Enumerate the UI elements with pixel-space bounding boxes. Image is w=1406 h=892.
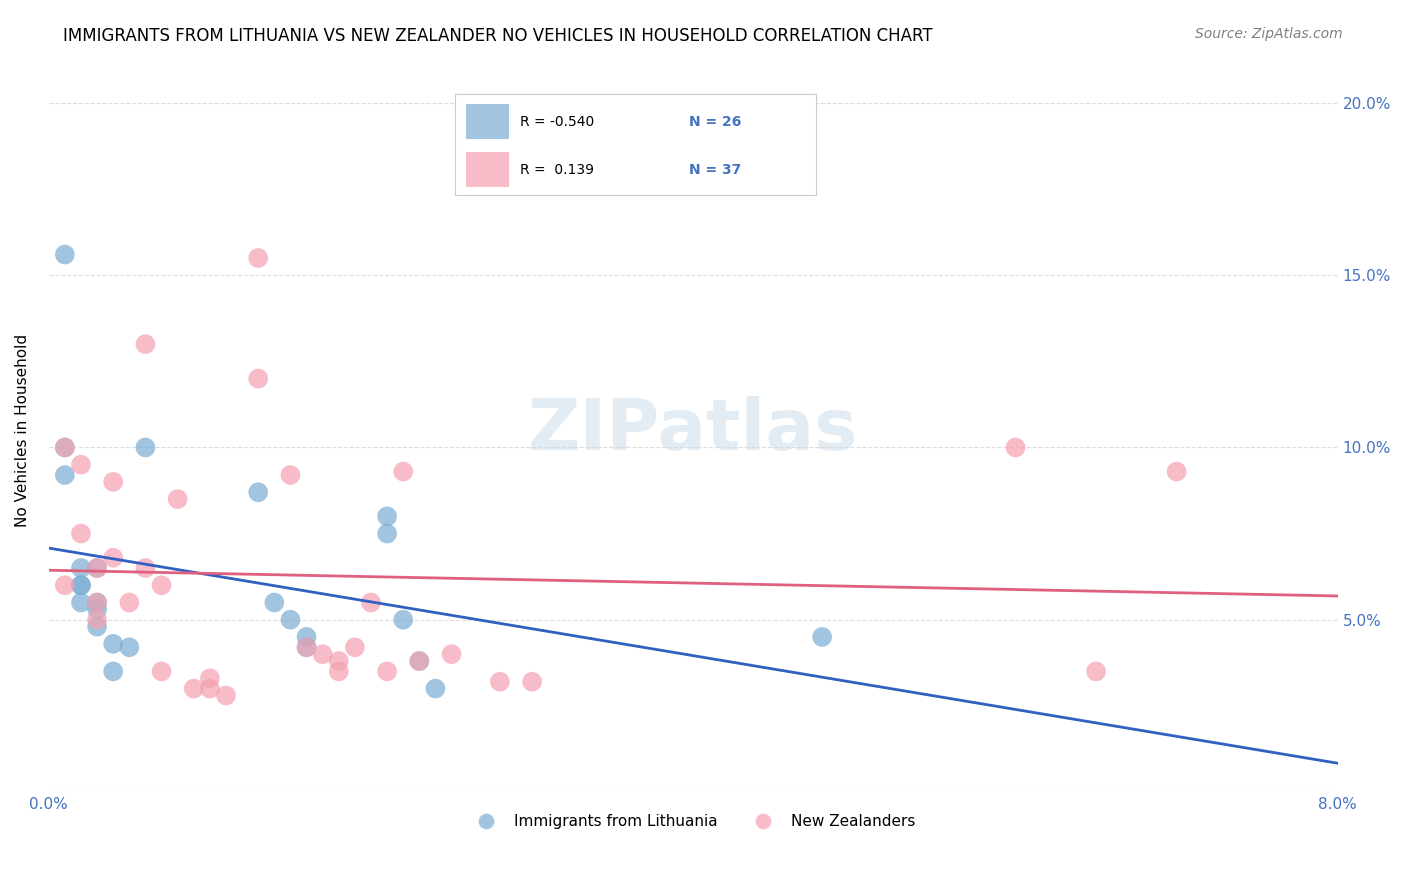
Point (247, 371, 270, 385)
Point (134, 441, 156, 455)
Point (392, 465, 415, 479)
Point (198, 681, 221, 696)
Point (408, 654, 430, 668)
Text: ZIPatlas: ZIPatlas (529, 396, 858, 465)
Point (70, 458, 93, 472)
Point (247, 251, 270, 265)
Point (103, 665, 125, 679)
Point (425, 681, 447, 696)
Text: Source: ZipAtlas.com: Source: ZipAtlas.com (1195, 27, 1343, 41)
Point (247, 485, 270, 500)
Point (70, 526, 93, 541)
Point (53, 441, 76, 455)
Point (295, 640, 318, 655)
Point (103, 550, 125, 565)
Point (150, 578, 173, 592)
Point (392, 613, 415, 627)
Point (295, 640, 318, 655)
Point (440, 647, 463, 661)
Point (86, 595, 108, 609)
Point (375, 509, 398, 524)
Point (489, 674, 512, 689)
Point (343, 640, 366, 655)
Point (311, 647, 333, 661)
Point (360, 595, 382, 609)
Point (520, 674, 543, 689)
Point (134, 337, 156, 351)
Point (53, 441, 76, 455)
Legend: Immigrants from Lithuania, New Zealanders: Immigrants from Lithuania, New Zealander… (465, 808, 921, 835)
Point (86, 595, 108, 609)
Point (86, 561, 108, 575)
Point (53, 247, 76, 261)
Point (70, 578, 93, 592)
Point (215, 689, 238, 703)
Point (70, 561, 93, 575)
Point (70, 595, 93, 609)
Point (166, 492, 188, 507)
Point (280, 613, 302, 627)
Point (408, 654, 430, 668)
Point (375, 665, 398, 679)
Point (811, 630, 834, 644)
Point (103, 637, 125, 651)
Point (134, 561, 156, 575)
Point (103, 475, 125, 489)
Point (118, 595, 141, 609)
Point (295, 630, 318, 644)
Point (118, 640, 141, 655)
Point (86, 561, 108, 575)
Point (1004, 441, 1026, 455)
Point (198, 671, 221, 685)
Point (150, 665, 173, 679)
Point (53, 578, 76, 592)
Point (53, 468, 76, 483)
Point (280, 468, 302, 483)
Y-axis label: No Vehicles in Household: No Vehicles in Household (15, 334, 30, 527)
Point (86, 619, 108, 633)
Point (328, 654, 350, 668)
Point (328, 665, 350, 679)
Point (70, 578, 93, 592)
Point (183, 681, 205, 696)
Point (1166, 465, 1188, 479)
Point (375, 526, 398, 541)
Point (263, 595, 285, 609)
Point (86, 613, 108, 627)
Text: IMMIGRANTS FROM LITHUANIA VS NEW ZEALANDER NO VEHICLES IN HOUSEHOLD CORRELATION : IMMIGRANTS FROM LITHUANIA VS NEW ZEALAND… (63, 27, 934, 45)
Point (1085, 665, 1108, 679)
Point (86, 602, 108, 616)
